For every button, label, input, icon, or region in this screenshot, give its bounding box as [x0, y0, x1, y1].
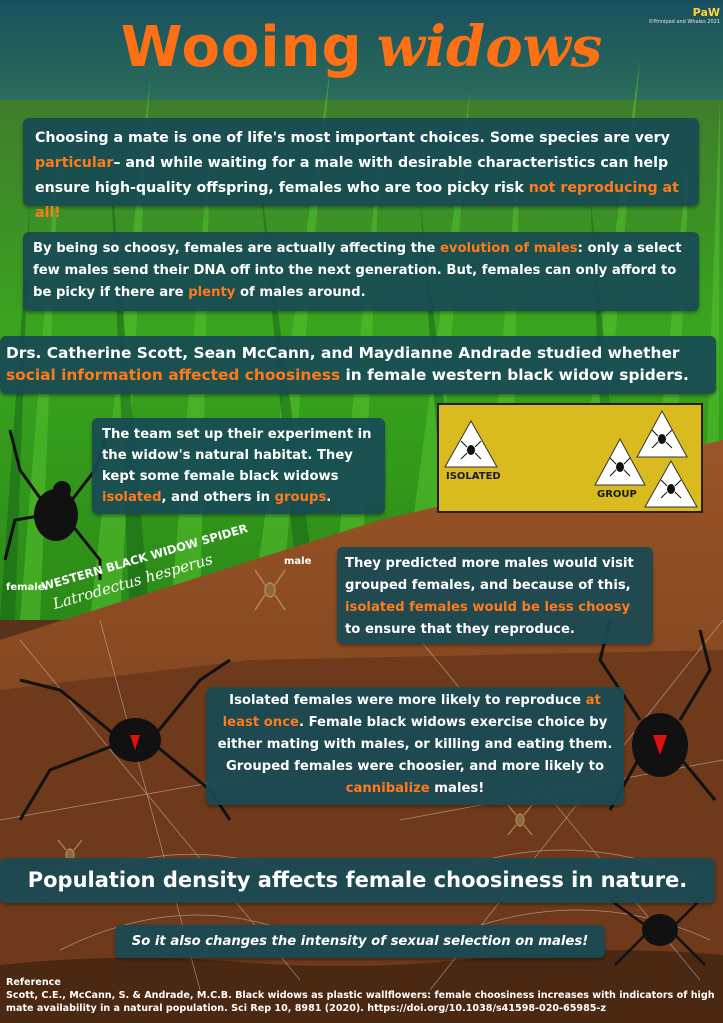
group-triangle-top [636, 409, 688, 458]
reference-citation: Scott, C.E., McCann, S. & Andrade, M.C.B… [6, 990, 715, 1014]
subconclusion-box: So it also changes the intensity of sexu… [115, 925, 605, 958]
diagram-triangles [444, 409, 698, 508]
study-highlight-social: social information affected choosiness [6, 366, 341, 384]
study-text-1: Drs. Catherine Scott, Sean McCann, and M… [6, 344, 680, 362]
results-text-1: Isolated females were more likely to rep… [229, 693, 586, 708]
title-word-wooing: Wooing [120, 15, 363, 80]
group-triangle-right [644, 459, 698, 508]
intro-highlight-not-reproducing: not reproducing at all! [35, 180, 679, 221]
experiment-highlight-isolated: isolated [102, 490, 162, 505]
intro-box: Choosing a mate is one of life's most im… [23, 118, 699, 221]
spider-female-top [3, 429, 107, 580]
evolution-box: By being so choosy, females are actually… [23, 232, 699, 311]
study-text-2: in female western black widow spiders. [340, 366, 689, 384]
experiment-text-3: . [326, 490, 332, 505]
evolution-text-1: By being so choosy, females are actually… [33, 241, 440, 256]
female-label: female [6, 582, 45, 593]
evolution-highlight-males: evolution of males [439, 241, 578, 256]
male-label: male [284, 556, 312, 567]
reference: Reference Scott, C.E., McCann, S. & Andr… [6, 976, 722, 1015]
results-text-2: . Female black widows exercise choice by… [217, 715, 613, 774]
intro-text-2: – and while waiting for a male with desi… [35, 155, 669, 196]
evolution-text-3: of males around. [235, 285, 366, 300]
evolution-text-2: : only a select few males send their DNA… [33, 241, 682, 300]
isolated-group-diagram: ISOLATED GROUP [437, 403, 703, 513]
experiment-box: The team set up their experiment in the … [92, 418, 385, 514]
spider-female-right [598, 619, 717, 811]
credit-text: ©Pinniped and Whales 2021 [648, 19, 720, 25]
spider-male [254, 569, 286, 611]
intro-highlight-particular: particular [35, 155, 114, 171]
prediction-text-1: They predicted more males would visit gr… [345, 556, 634, 593]
ground-bottom [0, 950, 723, 1023]
conclusion-text: Population density affects female choosi… [27, 868, 688, 892]
study-box: Drs. Catherine Scott, Sean McCann, and M… [0, 336, 716, 394]
results-highlight-at-least-once: at least once [222, 693, 601, 730]
prediction-text-2: to ensure that they reproduce. [345, 622, 575, 637]
evolution-highlight-plenty: plenty [188, 285, 236, 300]
group-label: GROUP [597, 489, 637, 500]
page-title: Wooing widows [0, 14, 723, 80]
results-highlight-cannibalize: cannibalize [345, 781, 430, 796]
sky-band [0, 0, 723, 110]
intro-text-1: Choosing a mate is one of life's most im… [35, 130, 670, 146]
prediction-highlight-less-choosy: isolated females would be less choosy [345, 600, 631, 615]
group-triangle-left [594, 437, 646, 486]
prediction-box: They predicted more males would visit gr… [337, 547, 653, 644]
experiment-text-1: The team set up their experiment in the … [102, 427, 372, 484]
reference-heading: Reference [6, 977, 61, 988]
title-word-widows: widows [376, 14, 603, 80]
isolated-triangle [444, 419, 498, 468]
isolated-label: ISOLATED [446, 471, 501, 482]
subconclusion-text: So it also changes the intensity of sexu… [131, 934, 589, 949]
conclusion-box: Population density affects female choosi… [0, 858, 715, 903]
brand-logo: PaW [692, 6, 720, 19]
results-box: Isolated females were more likely to rep… [206, 687, 624, 805]
results-text-3: males! [429, 781, 485, 796]
experiment-text-2: , and others in [161, 490, 275, 505]
experiment-highlight-groups: groups [274, 490, 327, 505]
credit: PaW ©Pinniped and Whales 2021 [640, 6, 720, 25]
